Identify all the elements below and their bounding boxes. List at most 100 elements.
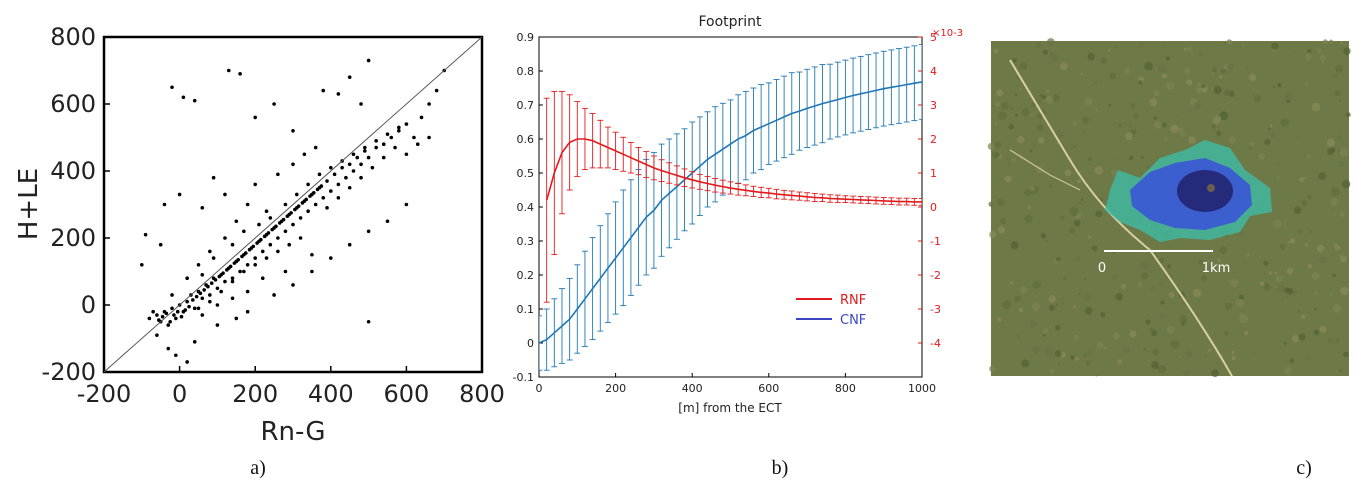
scatter-point bbox=[415, 142, 420, 146]
vegetation-patch bbox=[1140, 272, 1149, 280]
vegetation-patch bbox=[1213, 115, 1222, 123]
vegetation-patch bbox=[1244, 265, 1247, 268]
scatter-point bbox=[287, 242, 292, 247]
scale-bar-end-label: 1km bbox=[1202, 261, 1230, 276]
scatter-point bbox=[264, 256, 269, 260]
vegetation-patch bbox=[1335, 338, 1340, 343]
scatter-point bbox=[291, 222, 295, 227]
vegetation-patch bbox=[1211, 369, 1219, 377]
vegetation-patch bbox=[1008, 124, 1014, 130]
vegetation-patch bbox=[1010, 281, 1013, 285]
vegetation-patch bbox=[1038, 137, 1045, 144]
scatter-point bbox=[257, 222, 261, 227]
vegetation-patch bbox=[1319, 54, 1327, 61]
vegetation-patch bbox=[1184, 67, 1191, 75]
vegetation-patch bbox=[1249, 147, 1252, 150]
vegetation-patch bbox=[1188, 136, 1196, 144]
vegetation-patch bbox=[1330, 198, 1338, 206]
vegetation-patch bbox=[1108, 103, 1112, 107]
vegetation-patch bbox=[1159, 281, 1164, 286]
scatter-x-tick-labels: -200 0 200 400 600 800 bbox=[77, 380, 505, 408]
vegetation-patch bbox=[1118, 123, 1122, 127]
vegetation-patch bbox=[1084, 97, 1093, 106]
vegetation-patch bbox=[1103, 346, 1108, 350]
scatter-point bbox=[412, 135, 416, 140]
scatter-point bbox=[230, 279, 235, 284]
vegetation-patch bbox=[1021, 359, 1030, 368]
vegetation-patch bbox=[1153, 121, 1162, 129]
vegetation-patch bbox=[1133, 113, 1139, 119]
vegetation-patch bbox=[1254, 95, 1261, 103]
scatter-point bbox=[259, 237, 263, 242]
vegetation-patch bbox=[1230, 278, 1239, 288]
scatter-point bbox=[143, 232, 148, 237]
vegetation-patch bbox=[1063, 276, 1067, 281]
scatter-point bbox=[313, 145, 318, 150]
rnf-series bbox=[543, 90, 922, 303]
scatter-point bbox=[389, 135, 394, 140]
vegetation-patch bbox=[1100, 312, 1106, 318]
scatter-point bbox=[419, 115, 424, 120]
vegetation-patch bbox=[1212, 67, 1217, 73]
vegetation-patch bbox=[1318, 172, 1326, 181]
vegetation-patch bbox=[1042, 95, 1047, 100]
scatter-point bbox=[385, 219, 390, 224]
scatter-point bbox=[260, 276, 265, 281]
vegetation-patch bbox=[1141, 261, 1151, 270]
vegetation-patch bbox=[1087, 52, 1095, 61]
footprint-y-tick-label: 0.5 bbox=[517, 167, 535, 180]
footprint-x-tick-label: 600 bbox=[758, 382, 779, 395]
vegetation-patch bbox=[1332, 273, 1336, 278]
footprint-y2-tick-label: 2 bbox=[930, 133, 937, 146]
vegetation-patch bbox=[1031, 102, 1036, 107]
scatter-point bbox=[308, 194, 312, 198]
vegetation-patch bbox=[1296, 136, 1300, 140]
scatter-point bbox=[268, 242, 273, 247]
footprint-y-tick-label: 0.4 bbox=[517, 201, 535, 214]
scatter-point bbox=[166, 346, 171, 351]
vegetation-patch bbox=[1137, 41, 1144, 48]
vegetation-patch bbox=[1151, 360, 1160, 370]
vegetation-patch bbox=[1001, 101, 1009, 110]
vegetation-patch bbox=[989, 365, 996, 372]
vegetation-patch bbox=[1304, 243, 1308, 247]
scatter-point bbox=[272, 293, 276, 297]
vegetation-patch bbox=[1227, 63, 1234, 70]
vegetation-patch bbox=[1337, 149, 1341, 153]
vegetation-patch bbox=[1337, 326, 1340, 329]
vegetation-patch bbox=[1024, 214, 1033, 224]
scatter-point bbox=[253, 256, 257, 260]
vegetation-patch bbox=[1251, 93, 1255, 97]
scatter-point bbox=[155, 333, 159, 337]
scatter-y-tick-label: 200 bbox=[50, 224, 96, 252]
scatter-point bbox=[370, 165, 375, 170]
scatter-point bbox=[285, 214, 290, 219]
vegetation-patch bbox=[1213, 85, 1222, 95]
vegetation-patch bbox=[989, 230, 997, 239]
scatter-point bbox=[147, 316, 152, 321]
scatter-point bbox=[366, 319, 371, 324]
vegetation-patch bbox=[1144, 61, 1153, 71]
scatter-point bbox=[206, 284, 210, 289]
vegetation-patch bbox=[1177, 127, 1184, 133]
scatter-points bbox=[140, 58, 447, 364]
vegetation-patch bbox=[1340, 41, 1343, 44]
vegetation-patch bbox=[1020, 286, 1028, 294]
scatter-point bbox=[208, 293, 212, 297]
scatter-point bbox=[347, 242, 352, 247]
vegetation-patch bbox=[1048, 304, 1055, 311]
vegetation-patch bbox=[1129, 330, 1137, 338]
vegetation-patch bbox=[1055, 257, 1060, 262]
vegetation-patch bbox=[1115, 293, 1123, 301]
vegetation-patch bbox=[1326, 138, 1335, 147]
scatter-point bbox=[242, 269, 246, 274]
vegetation-patch bbox=[1272, 85, 1276, 89]
rnf-line bbox=[545, 138, 922, 203]
scatter-y-tick-label: -200 bbox=[42, 358, 96, 386]
vegetation-patch bbox=[1334, 245, 1341, 251]
vegetation-patch bbox=[1069, 207, 1079, 217]
vegetation-patch bbox=[1275, 275, 1283, 283]
vegetation-patch bbox=[1301, 314, 1306, 320]
vegetation-patch bbox=[1196, 82, 1201, 88]
vegetation-patch bbox=[1307, 49, 1312, 53]
